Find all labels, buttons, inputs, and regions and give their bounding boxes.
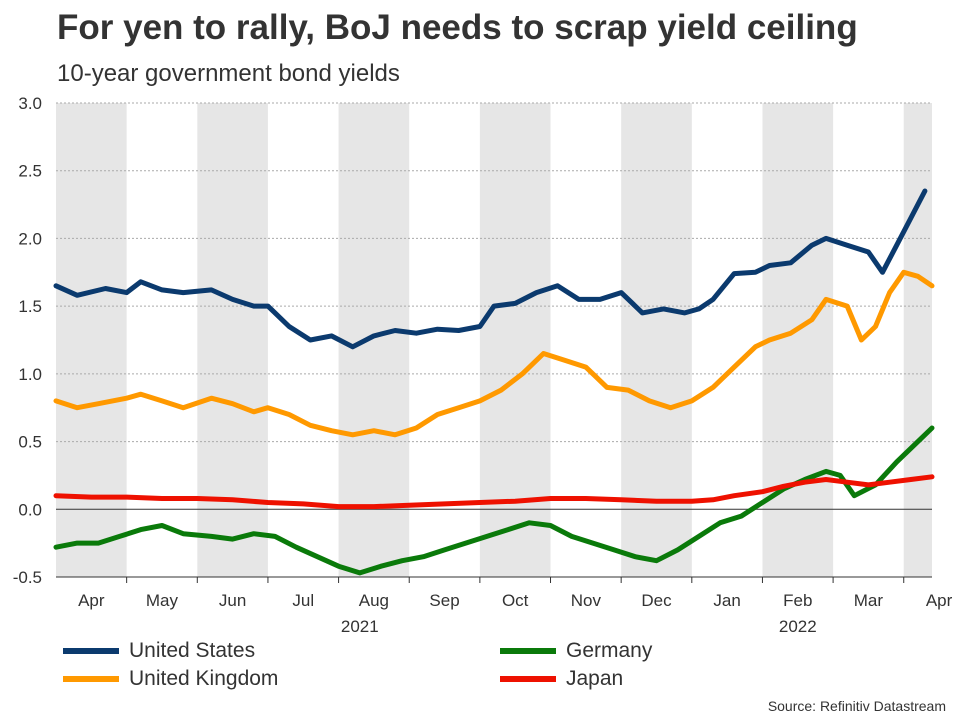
legend-item-japan: Japan	[500, 666, 623, 692]
x-axis: Apr May Jun Jul Aug Sep Oct Nov Dec Jan Feb Mar Apr 2…	[56, 576, 953, 636]
legend-item-germany: Germany	[500, 638, 652, 664]
chart-subtitle: 10-year government bond yields	[57, 60, 400, 87]
month-band	[621, 103, 692, 577]
x-tick-label: Jul	[292, 591, 314, 610]
x-tick-label: Aug	[359, 591, 389, 610]
legend-item-united-states: United States	[63, 638, 255, 664]
legend-label-germany: Germany	[566, 639, 653, 662]
x-tick-label: Sep	[429, 591, 459, 610]
series-line-united-states	[53, 188, 928, 350]
x-tick-label: Apr	[926, 591, 953, 610]
x-tick-label: Mar	[854, 591, 884, 610]
y-tick-label: -0.5	[13, 568, 42, 587]
x-tick-label: Feb	[783, 591, 812, 610]
year-label: 2022	[779, 617, 817, 636]
legend-swatch-japan	[500, 676, 556, 682]
month-band	[197, 103, 268, 577]
y-tick-label: 3.0	[18, 94, 42, 113]
y-tick-label: 2.5	[18, 162, 42, 181]
month-band	[479, 103, 551, 577]
x-tick-label: Dec	[641, 591, 672, 610]
month-band	[56, 103, 127, 577]
x-tick-label: Apr	[78, 591, 105, 610]
month-bands	[56, 103, 932, 577]
series-lines	[53, 188, 935, 576]
legend-label-united-kingdom: United Kingdom	[129, 667, 279, 690]
legend-item-united-kingdom: United Kingdom	[63, 666, 278, 692]
y-axis: -0.5 0.0 0.5 1.0 1.5 2.0 2.5 3.0	[13, 94, 42, 587]
chart-title: For yen to rally, BoJ needs to scrap yie…	[57, 8, 858, 47]
x-tick-label: Jun	[219, 591, 246, 610]
y-tick-label: 1.5	[18, 297, 42, 316]
y-tick-label: 1.0	[18, 365, 42, 384]
x-tick-label: Jan	[713, 591, 740, 610]
series-line-japan	[53, 474, 935, 510]
legend-swatch-united-states	[63, 648, 119, 654]
legend-swatch-germany	[500, 648, 556, 654]
y-tick-label: 0.0	[18, 500, 42, 519]
gridlines	[56, 102, 932, 578]
series-line-united-kingdom	[53, 269, 935, 438]
month-band	[338, 103, 410, 577]
month-band	[903, 103, 932, 577]
y-tick-label: 2.0	[18, 229, 42, 248]
y-tick-label: 0.5	[18, 433, 42, 452]
x-tick-label: Oct	[502, 591, 529, 610]
x-tick-label: Nov	[571, 591, 602, 610]
x-tick-label: May	[146, 591, 179, 610]
series-line-germany	[53, 425, 935, 576]
source-note: Source: Refinitiv Datastream	[767, 698, 946, 714]
legend-label-united-states: United States	[129, 639, 256, 662]
year-label: 2021	[341, 617, 379, 636]
legend-swatch-united-kingdom	[63, 676, 119, 682]
legend-label-japan: Japan	[566, 667, 624, 690]
